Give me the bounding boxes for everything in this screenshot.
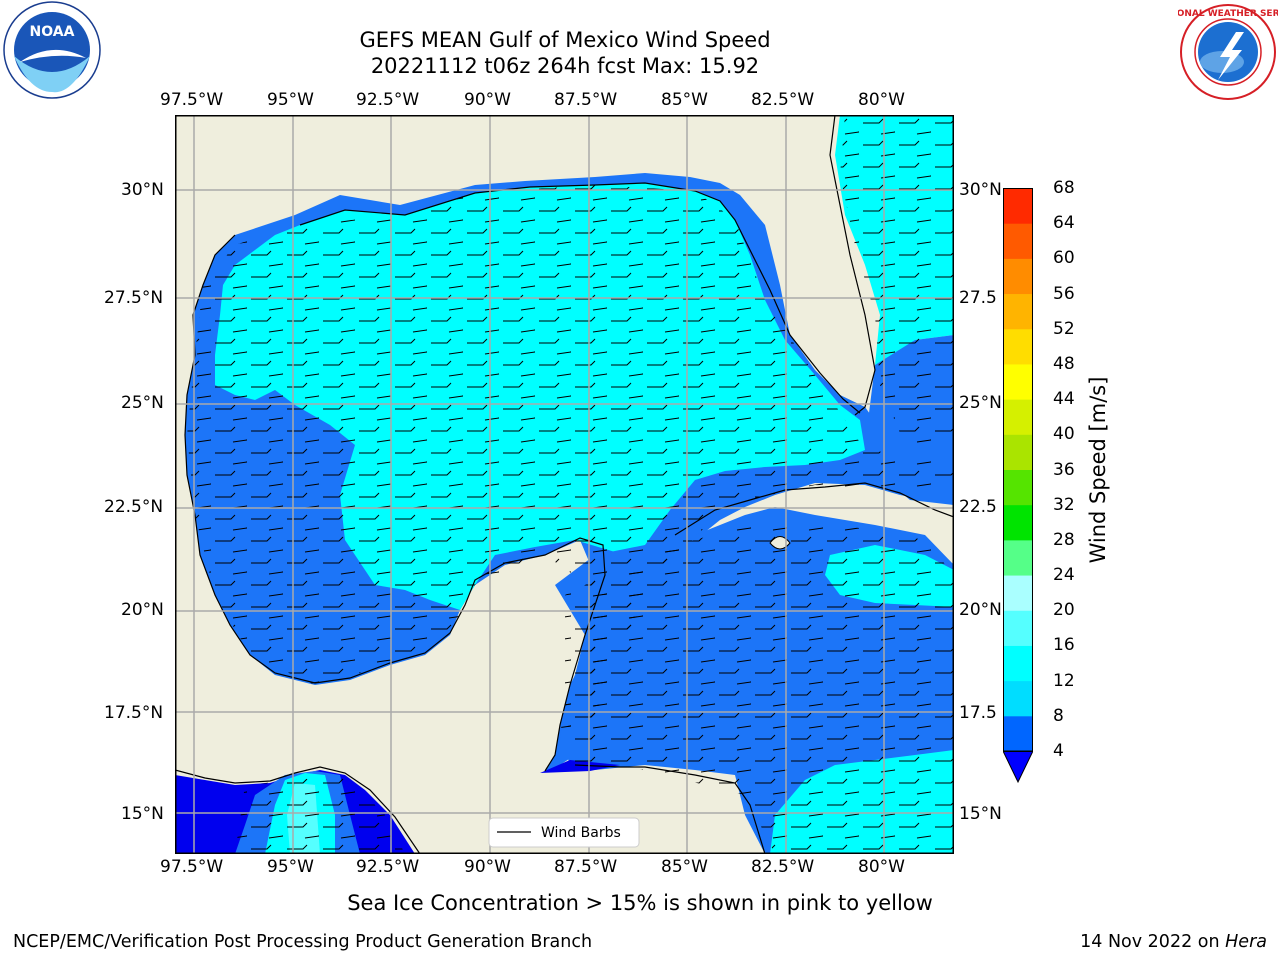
- svg-text:NATIONAL WEATHER SERVICE: NATIONAL WEATHER SERVICE: [1178, 9, 1278, 19]
- colorbar-tick-label: 44: [1053, 389, 1075, 410]
- map-title: GEFS MEAN Gulf of Mexico Wind Speed: [359, 28, 771, 52]
- lon-label-bottom: 85°W: [661, 857, 708, 877]
- lon-label-top: 92.5°W: [356, 90, 420, 110]
- colorbar-bin: [1003, 610, 1033, 646]
- colorbar-tick-label: 56: [1053, 283, 1075, 304]
- colorbar-bin: [1003, 258, 1033, 295]
- colorbar-tick-label: 52: [1053, 318, 1075, 339]
- credit-date: 14 Nov 2022 on Hera: [1080, 932, 1267, 952]
- lon-label-bottom: 92.5°W: [356, 857, 420, 877]
- colorbar-tick-label: 60: [1053, 248, 1075, 269]
- colorbar-tick-label: 48: [1053, 353, 1075, 374]
- colorbar-tick-label: 36: [1053, 459, 1075, 480]
- map-subtitle: 20221112 t06z 264h fcst Max: 15.92: [370, 54, 760, 78]
- lat-label-left: 22.5°N: [104, 497, 164, 517]
- colorbar-bin: [1003, 469, 1033, 506]
- colorbar-bin: [1003, 645, 1033, 682]
- colorbar-tick-label: 8: [1053, 705, 1064, 726]
- lat-label-left: 25°N: [121, 393, 164, 413]
- colorbar-tick-label: 64: [1053, 213, 1075, 234]
- colorbar-tick-label: 32: [1053, 494, 1075, 515]
- lat-label-left: 20°N: [121, 600, 164, 620]
- colorbar-bin: [1003, 293, 1033, 330]
- colorbar-bin: [1003, 434, 1033, 470]
- lat-label-right: 15°N: [959, 804, 1002, 824]
- lat-label-right: 25°N: [959, 393, 1002, 413]
- colorbar: [1003, 188, 1033, 784]
- lon-label-bottom: 82.5°W: [751, 857, 815, 877]
- colorbar-bin: [1003, 328, 1033, 365]
- colorbar-tick-label: 24: [1053, 565, 1075, 586]
- colorbar-tick-label: 4: [1053, 741, 1064, 761]
- credit-machine: Hera: [1225, 932, 1267, 952]
- lat-label-right: 20°N: [959, 600, 1002, 620]
- colorbar-tick-label: 68: [1053, 178, 1075, 198]
- lon-label-bottom: 95°W: [267, 857, 314, 877]
- colorbar-bin: [1003, 680, 1033, 717]
- colorbar-bin: [1003, 188, 1033, 224]
- colorbar-bin: [1003, 715, 1033, 752]
- colorbar-tick-label: 40: [1053, 424, 1075, 445]
- lon-label-top: 82.5°W: [751, 90, 815, 110]
- lon-label-top: 95°W: [267, 90, 314, 110]
- colorbar-bin: [1003, 363, 1033, 400]
- lat-label-left: 15°N: [121, 804, 164, 824]
- colorbar-bin: [1003, 539, 1033, 576]
- colorbar-bins: [1003, 188, 1033, 752]
- wind-barbs-legend-label: Wind Barbs: [541, 825, 621, 841]
- colorbar-tick-label: 12: [1053, 670, 1075, 691]
- colorbar-tick-label: 28: [1053, 529, 1075, 550]
- noaa-logo: NOAA: [3, 1, 101, 99]
- lon-label-bottom: 90°W: [464, 857, 511, 877]
- wind-speed-map: Wind Barbs: [175, 115, 954, 854]
- colorbar-tick-label: 20: [1053, 600, 1075, 621]
- colorbar-under-triangle: [1003, 750, 1033, 784]
- lon-label-top: 90°W: [464, 90, 511, 110]
- colorbar-bin: [1003, 504, 1033, 541]
- lon-label-bottom: 97.5°W: [160, 857, 224, 877]
- lon-label-top: 97.5°W: [160, 90, 224, 110]
- lat-label-right: 22.5: [959, 497, 997, 517]
- svg-text:NOAA: NOAA: [30, 24, 75, 40]
- colorbar-bin: [1003, 223, 1033, 259]
- graticule: [175, 115, 954, 854]
- wind-barbs-legend: Wind Barbs: [488, 817, 640, 848]
- lat-label-right: 30°N: [959, 180, 1002, 200]
- colorbar-bin: [1003, 575, 1033, 611]
- lon-label-bottom: 87.5°W: [554, 857, 618, 877]
- lat-label-left: 30°N: [121, 180, 164, 200]
- credit-date-text: 14 Nov 2022 on: [1080, 932, 1226, 952]
- colorbar-label: Wind Speed [m/s]: [1086, 376, 1110, 564]
- nws-logo: NATIONAL WEATHER SERVICE: [1178, 4, 1278, 100]
- lat-label-right: 17.5: [959, 703, 997, 723]
- colorbar-bin: [1003, 399, 1033, 435]
- lon-label-top: 87.5°W: [554, 90, 618, 110]
- lat-label-right: 27.5: [959, 288, 997, 308]
- lat-label-left: 17.5°N: [104, 703, 164, 723]
- credit-branch: NCEP/EMC/Verification Post Processing Pr…: [13, 932, 593, 952]
- colorbar-tick-label: 16: [1053, 635, 1075, 656]
- lon-label-bottom: 80°W: [858, 857, 905, 877]
- sea-ice-note: Sea Ice Concentration > 15% is shown in …: [347, 891, 933, 915]
- lon-label-top: 80°W: [858, 90, 905, 110]
- lon-label-top: 85°W: [661, 90, 708, 110]
- lat-label-left: 27.5°N: [104, 288, 164, 308]
